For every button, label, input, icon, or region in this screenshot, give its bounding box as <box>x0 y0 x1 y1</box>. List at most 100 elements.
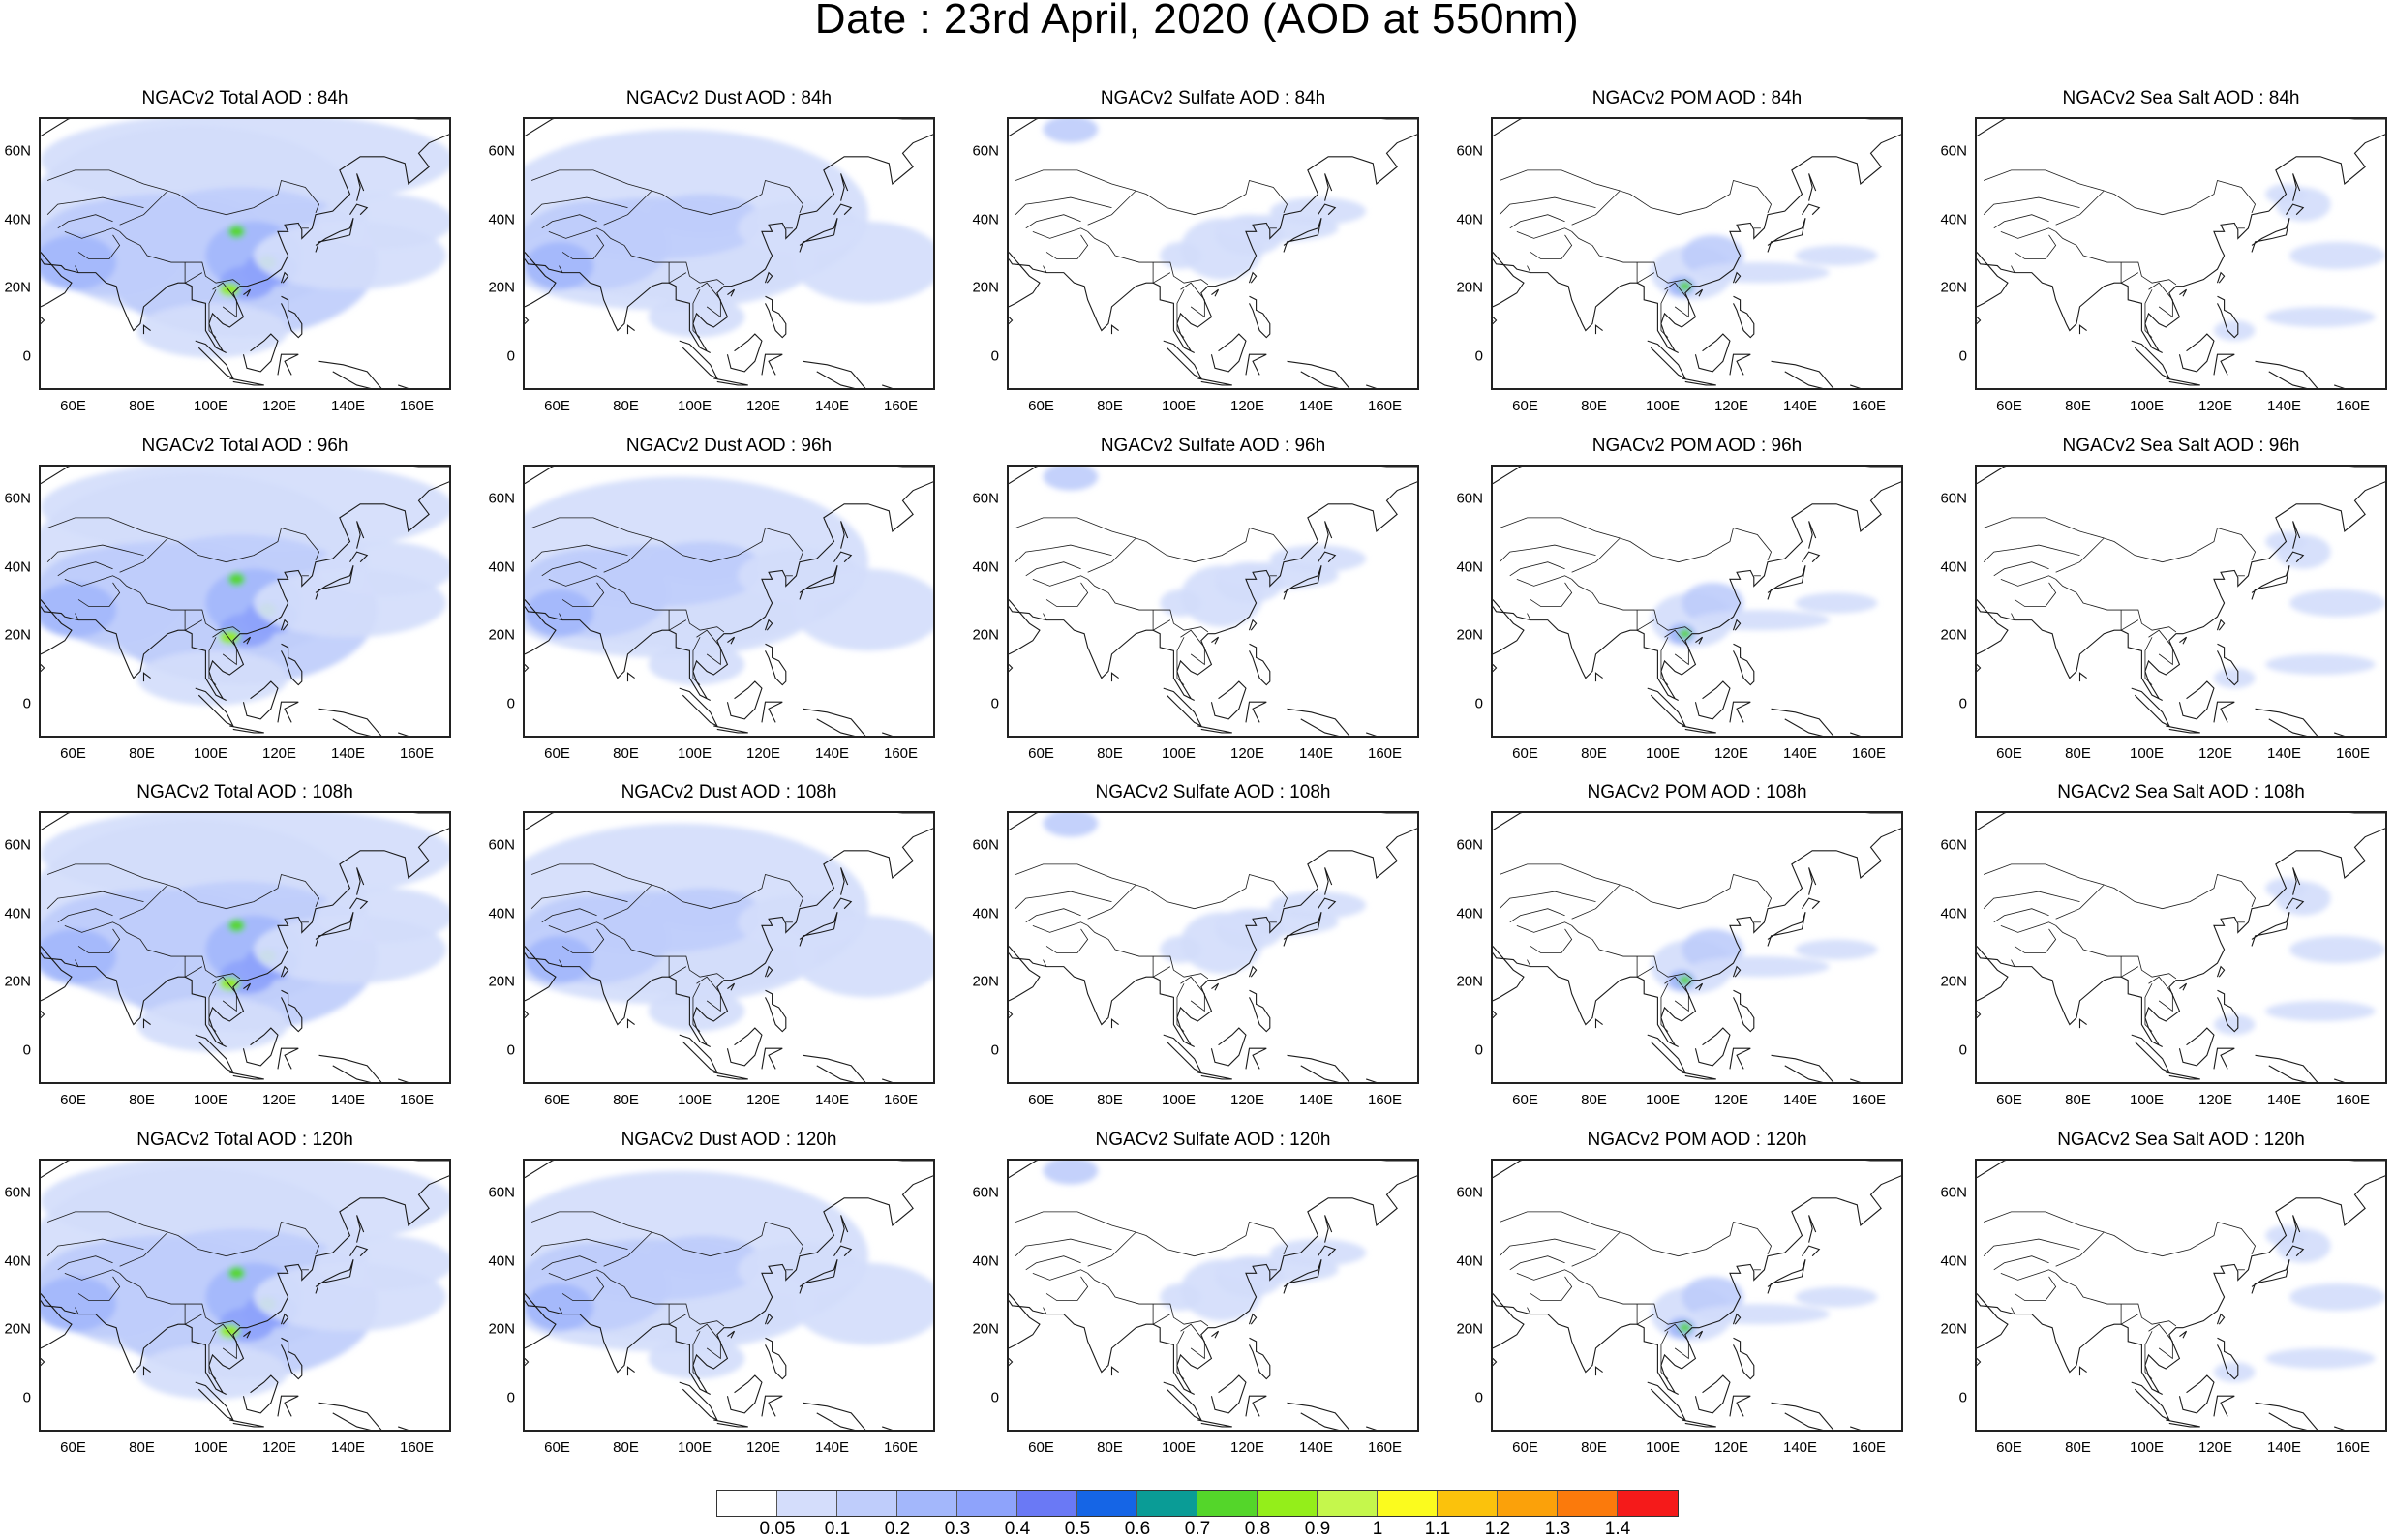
x-tick-label: 60E <box>1996 1439 2022 1456</box>
aod-plume <box>2265 1000 2376 1022</box>
x-tick-label: 120E <box>1713 745 1749 762</box>
coastlines <box>1977 119 2385 388</box>
x-tick-label: 140E <box>2266 745 2302 762</box>
y-tick-label: 40N <box>972 211 999 228</box>
map-panel: NGACv2 Total AOD : 108h 60E 80E 100E 120E 140… <box>0 782 490 1132</box>
map-area <box>523 811 935 1084</box>
y-tick-label: 0 <box>1474 347 1483 365</box>
aod-map <box>1977 467 2385 736</box>
y-tick-label: 40N <box>1456 1253 1483 1270</box>
map-area <box>523 1159 935 1432</box>
map-panel: NGACv2 Dust AOD : 84h 60E 80E 100E 120E 140E 1… <box>484 88 974 438</box>
x-tick-label: 60E <box>60 1092 86 1108</box>
x-tick-label: 60E <box>544 1092 570 1108</box>
x-tick-label: 140E <box>814 1092 850 1108</box>
coastlines <box>1977 813 2385 1082</box>
aod-field <box>1043 1161 1367 1321</box>
x-tick-label: 80E <box>1581 398 1607 414</box>
aod-plume <box>316 541 449 596</box>
aod-plume <box>1795 939 1878 960</box>
y-tick-label: 0 <box>1958 347 1967 365</box>
colorbar-label: 0.2 <box>884 1519 911 1539</box>
aod-plume <box>1160 935 1201 964</box>
x-tick-label: 160E <box>1367 1439 1403 1456</box>
x-tick-label: 100E <box>2129 1439 2165 1456</box>
x-tick-label: 60E <box>1028 1092 1054 1108</box>
aod-field <box>41 119 449 358</box>
aod-plume <box>1043 467 1099 491</box>
y-tick-label: 40N <box>4 905 31 922</box>
aod-plume <box>219 1324 240 1339</box>
aod-map <box>1493 813 1901 1082</box>
panel-title: NGACv2 Total AOD : 108h <box>136 782 353 802</box>
x-tick-label: 80E <box>2065 1092 2091 1108</box>
panel-title: NGACv2 POM AOD : 108h <box>1587 782 1807 802</box>
colorbar-label: 0.5 <box>1064 1519 1091 1539</box>
y-tick-label: 60N <box>972 142 999 160</box>
y-tick-label: 60N <box>488 142 515 160</box>
y-tick-label: 40N <box>4 559 31 576</box>
x-tick-label: 120E <box>1713 1439 1749 1456</box>
colorbar-label: 0.9 <box>1304 1519 1331 1539</box>
y-tick-label: 20N <box>1456 626 1483 644</box>
aod-map <box>1977 119 2385 388</box>
aod-field <box>2213 183 2385 342</box>
x-tick-label: 120E <box>261 745 297 762</box>
aod-plume <box>227 919 246 933</box>
aod-field <box>1043 467 1367 627</box>
aod-plume <box>136 303 288 358</box>
y-tick-label: 60N <box>4 490 31 507</box>
aod-map <box>525 467 933 736</box>
y-tick-label: 60N <box>972 490 999 507</box>
map-panel: NGACv2 Sea Salt AOD : 96h 60E 80E 100E 120E 1… <box>1936 436 2394 786</box>
y-tick-label: 40N <box>4 1253 31 1270</box>
aod-map <box>1493 1161 1901 1430</box>
map-panel: NGACv2 Sea Salt AOD : 120h 60E 80E 100E 120E… <box>1936 1130 2394 1480</box>
y-tick-label: 20N <box>1456 279 1483 296</box>
colorbar-swatch <box>1498 1491 1558 1516</box>
y-tick-label: 20N <box>1940 1320 1967 1338</box>
x-tick-label: 140E <box>1782 1439 1818 1456</box>
aod-plume <box>1160 1283 1201 1312</box>
x-tick-label: 160E <box>883 398 919 414</box>
y-tick-label: 20N <box>1456 1320 1483 1338</box>
x-tick-label: 140E <box>1782 745 1818 762</box>
aod-plume <box>648 541 759 583</box>
aod-field <box>2213 530 2385 689</box>
map-panel: NGACv2 Total AOD : 84h 60E 80E 100E 120E 140E… <box>0 88 490 438</box>
colorbar-label: 1.2 <box>1484 1519 1511 1539</box>
panel-title: NGACv2 Dust AOD : 108h <box>621 782 837 802</box>
aod-plume <box>1160 241 1201 270</box>
x-tick-label: 80E <box>1581 745 1607 762</box>
y-tick-label: 40N <box>972 559 999 576</box>
panel-title: NGACv2 Total AOD : 96h <box>141 436 348 456</box>
x-tick-label: 80E <box>1097 398 1123 414</box>
x-tick-label: 120E <box>1229 745 1265 762</box>
panel-title: NGACv2 Sulfate AOD : 84h <box>1100 88 1326 108</box>
x-tick-label: 60E <box>1996 398 2022 414</box>
map-panel: NGACv2 Dust AOD : 108h 60E 80E 100E 120E 140E… <box>484 782 974 1132</box>
aod-plume <box>648 644 745 685</box>
panel-title: NGACv2 Dust AOD : 84h <box>625 88 833 108</box>
map-panel: NGACv2 POM AOD : 108h 60E 80E 100E 120E 140E 1… <box>1452 782 1942 1132</box>
y-tick-label: 40N <box>488 1253 515 1270</box>
y-tick-label: 60N <box>972 1184 999 1201</box>
x-tick-label: 100E <box>1161 1092 1197 1108</box>
aod-plume <box>41 582 117 638</box>
aod-plume <box>227 572 246 587</box>
aod-map <box>1493 119 1901 388</box>
aod-plume <box>2213 319 2256 342</box>
aod-plume <box>1679 628 1692 639</box>
x-tick-label: 60E <box>544 1439 570 1456</box>
y-tick-label: 0 <box>22 695 31 712</box>
aod-map <box>1977 813 2385 1082</box>
coastlines <box>41 813 449 1082</box>
map-panel: NGACv2 Sulfate AOD : 84h 60E 80E 100E 120E 14… <box>968 88 1458 438</box>
y-tick-label: 0 <box>990 1389 999 1406</box>
coastlines <box>41 467 449 736</box>
x-tick-label: 140E <box>1782 398 1818 414</box>
x-tick-label: 120E <box>745 745 781 762</box>
colorbar-swatch <box>1318 1491 1378 1516</box>
aod-plume <box>316 888 449 943</box>
map-area <box>1975 811 2387 1084</box>
